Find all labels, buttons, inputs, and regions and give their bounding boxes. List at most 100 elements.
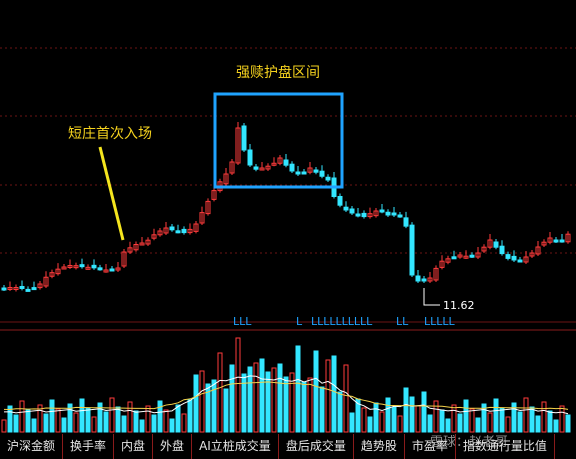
volume-bar (85, 407, 91, 433)
candle-body (103, 269, 109, 273)
tab-index-volume-ratio[interactable]: 指数通行量比值 (456, 434, 555, 459)
tab-outer-volume[interactable]: 外盘 (153, 434, 193, 459)
volume-bar (403, 387, 409, 433)
candle-body (433, 267, 439, 281)
volume-bar (133, 410, 139, 433)
volume-bar (385, 397, 391, 433)
volume-bar (343, 364, 349, 433)
candle-body (205, 200, 211, 215)
volume-bar (187, 399, 193, 433)
volume-bar (457, 413, 463, 433)
candle-body (367, 213, 373, 218)
support-zone-box (213, 92, 344, 189)
volume-bar (67, 403, 73, 433)
volume-bar (79, 398, 85, 433)
entry-arrow-line (98, 146, 125, 241)
volume-bar (379, 411, 385, 433)
candle-body (49, 272, 55, 277)
candle-body (295, 171, 301, 175)
volume-bar (61, 417, 67, 433)
volume-bar (415, 405, 421, 433)
volume-bar (511, 402, 517, 433)
candle-body (565, 233, 571, 243)
low-price-pointer (423, 288, 440, 306)
candle-body (439, 260, 445, 268)
tab-trend-stocks[interactable]: 趋势股 (354, 434, 405, 459)
candle-body (79, 264, 85, 268)
volume-bar (277, 363, 283, 433)
candle-body (319, 170, 325, 177)
candle-body (343, 206, 349, 211)
volume-bar (91, 416, 97, 433)
tab-ai-volume[interactable]: AI立桩成交量 (192, 434, 279, 459)
candle-body (175, 230, 181, 234)
volume-bar (337, 391, 343, 433)
tab-inner-volume[interactable]: 内盘 (114, 434, 154, 459)
candle-body (553, 239, 559, 243)
candle-body (307, 167, 313, 173)
volume-bar (211, 379, 217, 433)
volume-bar (283, 376, 289, 433)
candle-body (169, 226, 175, 231)
volume-bar (121, 415, 127, 433)
volume-bar (115, 406, 121, 433)
signal-marks: LLL L LLLLLLLLLL LL LLLLL (233, 315, 456, 328)
signal-mark: LL (396, 315, 409, 328)
volume-bar (421, 391, 427, 433)
tab-after-hours-volume[interactable]: 盘后成交量 (279, 434, 354, 459)
candle-body (481, 246, 487, 252)
candle-body (97, 267, 103, 271)
volume-bar (217, 352, 223, 433)
candle-body (385, 211, 391, 216)
volume-bar (139, 419, 145, 433)
volume-bar (475, 417, 481, 433)
candle-body (73, 265, 79, 269)
volume-bar (73, 412, 79, 433)
entry-label: 短庄首次入场 (68, 125, 152, 142)
candle-body (289, 163, 295, 172)
tab-pe-ratio[interactable]: 市盈率 (405, 434, 456, 459)
candle-body (133, 244, 139, 251)
volume-bar (505, 416, 511, 433)
candle-body (403, 217, 409, 227)
candle-body (535, 246, 541, 255)
volume-bar (247, 366, 253, 433)
candle-body (19, 286, 25, 289)
candle-body (229, 161, 235, 174)
candle-body (151, 234, 157, 239)
candle-body (1, 287, 7, 291)
price-grid (0, 47, 576, 323)
volume-bar (409, 396, 415, 433)
volume-bar (349, 412, 355, 433)
candle-body (61, 266, 67, 270)
candle-body (265, 165, 271, 170)
volume-bar (271, 367, 277, 433)
volume-bar (181, 413, 187, 433)
volume-bar (169, 418, 175, 433)
candle-body (187, 228, 193, 234)
candle-body (511, 255, 517, 261)
candle-body (499, 245, 505, 255)
candle-body (529, 252, 535, 257)
candle-body (361, 212, 367, 218)
volume-bar (463, 399, 469, 433)
tab-turnover-rate[interactable]: 换手率 (63, 434, 115, 459)
candle-body (421, 278, 427, 282)
volume-bar (523, 397, 529, 433)
candle-body (253, 166, 259, 170)
volume-bar (499, 407, 505, 433)
candle-body (325, 176, 331, 181)
candle-body (313, 169, 319, 173)
tab-turnover-amount[interactable]: 沪深金额 (0, 434, 64, 459)
candle-body (559, 239, 565, 243)
candle-body (493, 241, 499, 248)
candle-body (247, 149, 253, 166)
volume-bar (319, 386, 325, 433)
volume-ma-yellow (3, 381, 569, 411)
candle-body (337, 196, 343, 206)
volume-bar (481, 403, 487, 433)
volume-bar (559, 405, 565, 433)
volume-bar (469, 408, 475, 433)
candle-body (31, 287, 37, 291)
